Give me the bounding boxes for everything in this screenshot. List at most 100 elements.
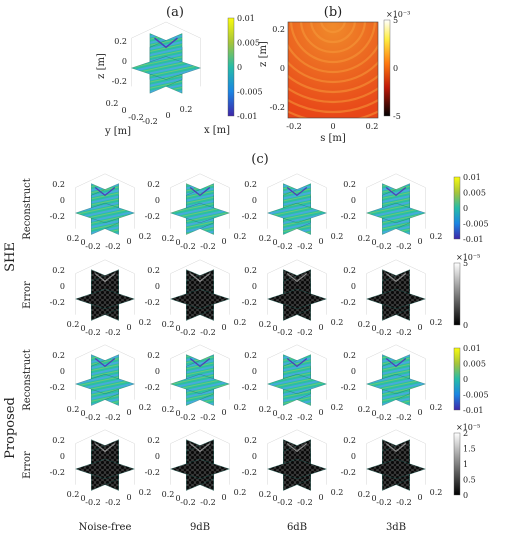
wireframe-box xyxy=(267,259,327,315)
z-tick-label: 0 xyxy=(60,452,65,461)
wireframe-box xyxy=(267,429,327,485)
row-label: Error xyxy=(22,451,33,479)
x-tick-label: 0 xyxy=(165,111,170,120)
x-tick-label: 0 xyxy=(417,237,422,246)
y-tick-label: 0.2 xyxy=(162,405,175,414)
notch-mark xyxy=(286,273,308,283)
grid-cell: 0.20-0.20.2 0 -0.2 -0.200.2 xyxy=(50,344,151,422)
z-tick-label: -0.2 xyxy=(145,468,160,477)
colorbar-tick-label: 0 xyxy=(463,375,468,384)
error-slice-plot xyxy=(267,259,327,321)
grid-cell: 0.20-0.20.2 0 -0.2 -0.200.2 xyxy=(145,344,246,422)
x-tick-label: -0.2 xyxy=(396,413,411,422)
wireframe-box xyxy=(75,173,135,229)
y-tick-label: 0.2 xyxy=(162,320,175,329)
x-tick-label: 0.2 xyxy=(234,488,247,497)
row-colorbar: 0.01 0.005 0 -0.005 -0.01 xyxy=(453,173,489,244)
grid-cell: 0.20-0.20.2 0 -0.2 -0.200.2 xyxy=(50,429,151,507)
panel-c: (c)Reconstruct 0.20-0.20.2 0 -0.2 -0.200.20.… xyxy=(3,152,489,533)
y-tick-label: 0 xyxy=(175,409,180,418)
row-label: Reconstruct xyxy=(22,178,33,240)
z-tick-label: 0.2 xyxy=(244,266,257,275)
slice-plane xyxy=(366,203,426,223)
x-tick-label: -0.2 xyxy=(105,413,120,422)
z-axis-label: z [m] xyxy=(96,53,107,79)
z-tick-label: 0.2 xyxy=(343,180,356,189)
x-tick-label: -0.2 xyxy=(142,117,157,126)
colorbar-exponent: ×10⁻³ xyxy=(386,10,410,19)
panel-label-b: (b) xyxy=(324,5,342,20)
z-tick-label: -0.2 xyxy=(341,468,356,477)
y-tick-label: 0.2 xyxy=(259,320,272,329)
grid-cell: 0.20-0.20.2 0 -0.2 -0.200.2 xyxy=(341,429,442,507)
colorbar-tick-label: 0.01 xyxy=(463,344,481,353)
panel-label-a: (a) xyxy=(166,5,184,20)
y-tick-label: -0.2 xyxy=(376,498,391,507)
notch-mark xyxy=(385,273,407,283)
y-tick-label: 0 xyxy=(121,106,126,115)
colorbar-tick-label: 0.005 xyxy=(463,189,486,198)
colorbar-tick-label: -0.01 xyxy=(463,406,484,415)
z-tick-label: -0.2 xyxy=(270,103,285,112)
y-tick-label: -0.2 xyxy=(180,498,195,507)
column-label: Noise-free xyxy=(79,522,132,533)
colorbar-tick-label: 0.005 xyxy=(237,39,260,48)
y-tick-label: 0 xyxy=(272,494,277,503)
panel-b-field xyxy=(288,22,378,118)
wavefront-ring xyxy=(288,43,378,74)
slice-plane xyxy=(170,374,230,394)
z-tick-label: 0 xyxy=(155,282,160,291)
y-tick-label: 0.2 xyxy=(259,405,272,414)
x-tick-label: 0 xyxy=(417,408,422,417)
notch-mark xyxy=(189,187,211,197)
y-tick-label: 0 xyxy=(175,324,180,333)
z-tick-label: -0.2 xyxy=(341,212,356,221)
colorbar-tick-label: 1 xyxy=(463,460,468,469)
x-tick-label: 0.2 xyxy=(430,232,443,241)
z-tick-label: 0 xyxy=(155,367,160,376)
column-label: 9dB xyxy=(190,522,210,533)
wavefront-ring xyxy=(288,98,378,114)
slice-plane xyxy=(131,56,201,80)
notch-mark xyxy=(385,443,407,453)
row-colorbar: ×10⁻⁵2 1.5 1 0.5 0 xyxy=(453,423,480,500)
z-tick-label: -0.2 xyxy=(242,298,257,307)
z-tick-label: -0.2 xyxy=(50,383,65,392)
notch-mark xyxy=(286,187,308,197)
wireframe-box xyxy=(75,259,135,315)
y-tick-label: -0.2 xyxy=(376,413,391,422)
z-tick-label: -0.2 xyxy=(50,298,65,307)
wavefront-ring xyxy=(288,74,378,94)
slice-plane xyxy=(75,459,135,479)
z-tick-label: 0 xyxy=(252,196,257,205)
z-axis-label: z [m] xyxy=(258,41,269,67)
error-slice-plot xyxy=(366,429,426,491)
x-tick-label: -0.2 xyxy=(200,413,215,422)
z-tick-label: 0 xyxy=(351,452,356,461)
z-tick-label: 0.2 xyxy=(343,266,356,275)
z-tick-label: 0 xyxy=(122,57,127,66)
y-tick-label: -0.2 xyxy=(277,413,292,422)
colorbar-tick-label: 0.5 xyxy=(463,476,476,485)
y-tick-label: -0.2 xyxy=(180,328,195,337)
z-tick-label: 0 xyxy=(155,452,160,461)
colorbar-tick-label: 0 xyxy=(237,63,242,72)
slice-plane xyxy=(267,203,327,223)
z-tick-label: 0.2 xyxy=(244,351,257,360)
colorbar-tick-label: 0.01 xyxy=(237,14,255,23)
x-tick-label: -0.2 xyxy=(297,242,312,251)
y-tick-label: 0.2 xyxy=(259,490,272,499)
reconstruct-slice-plot xyxy=(75,344,135,406)
y-tick-label: -0.2 xyxy=(180,242,195,251)
wireframe-box xyxy=(267,173,327,229)
wireframe-box xyxy=(170,173,230,229)
y-tick-label: 0.2 xyxy=(67,405,80,414)
y-tick-label: 0 xyxy=(175,238,180,247)
y-tick-label: 0 xyxy=(272,324,277,333)
wavefront-ring xyxy=(320,22,346,34)
wireframe-box xyxy=(75,344,135,400)
notch-mark xyxy=(286,443,308,453)
panel-label-c: (c) xyxy=(251,152,268,167)
y-tick-label: 0 xyxy=(80,494,85,503)
notch-mark xyxy=(286,358,308,368)
